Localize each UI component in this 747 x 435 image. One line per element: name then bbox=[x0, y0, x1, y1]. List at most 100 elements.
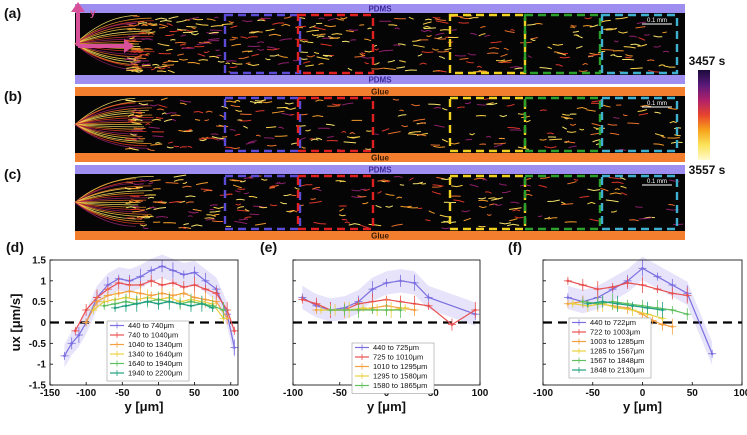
track bbox=[151, 118, 161, 121]
colorbar-gradient bbox=[698, 70, 710, 160]
series-line bbox=[302, 298, 476, 326]
track bbox=[128, 119, 135, 122]
track bbox=[411, 103, 420, 107]
track bbox=[375, 204, 382, 208]
track bbox=[144, 48, 153, 50]
track bbox=[188, 30, 198, 34]
track bbox=[181, 47, 195, 49]
data-point bbox=[160, 264, 164, 268]
track bbox=[499, 183, 507, 186]
track bbox=[501, 190, 512, 194]
track bbox=[152, 201, 161, 204]
track bbox=[620, 185, 627, 189]
track bbox=[663, 65, 676, 68]
track bbox=[568, 145, 577, 149]
track bbox=[126, 181, 134, 184]
track bbox=[163, 118, 173, 123]
track bbox=[158, 104, 168, 108]
track bbox=[669, 120, 677, 124]
region-box-4 bbox=[523, 13, 602, 75]
track bbox=[538, 215, 543, 217]
track bbox=[385, 49, 394, 52]
track bbox=[159, 19, 172, 23]
track bbox=[148, 126, 160, 129]
data-point bbox=[149, 269, 153, 272]
track bbox=[179, 146, 188, 148]
track bbox=[132, 205, 140, 208]
track bbox=[236, 198, 245, 201]
data-point bbox=[193, 283, 196, 287]
panel-letter: (a) bbox=[4, 5, 21, 21]
series-line bbox=[74, 280, 235, 332]
data-point bbox=[566, 279, 570, 283]
data-point bbox=[626, 306, 629, 310]
data-point bbox=[182, 273, 186, 276]
track bbox=[320, 43, 332, 47]
track bbox=[359, 224, 369, 229]
track bbox=[186, 25, 197, 28]
track bbox=[373, 62, 380, 66]
data-point bbox=[149, 279, 153, 283]
track bbox=[269, 185, 276, 188]
track bbox=[197, 53, 206, 57]
track bbox=[409, 177, 414, 181]
track bbox=[188, 215, 193, 217]
track bbox=[204, 217, 215, 219]
track bbox=[397, 114, 407, 117]
track bbox=[157, 108, 165, 111]
track bbox=[138, 102, 149, 106]
track bbox=[137, 20, 145, 24]
y-arrow-head bbox=[71, 2, 85, 12]
data-point bbox=[84, 308, 88, 312]
track bbox=[579, 128, 585, 131]
track bbox=[206, 32, 218, 35]
track bbox=[145, 215, 153, 218]
track bbox=[179, 99, 192, 103]
track bbox=[327, 105, 340, 107]
bottom-boundary-band bbox=[75, 231, 685, 240]
data-point bbox=[656, 287, 659, 291]
track bbox=[135, 217, 144, 220]
track bbox=[418, 122, 426, 125]
track bbox=[242, 20, 253, 23]
x-axis-label: y [μm] bbox=[367, 399, 406, 414]
track bbox=[383, 67, 396, 70]
streak-line bbox=[74, 33, 147, 45]
track bbox=[653, 45, 662, 48]
track bbox=[345, 30, 354, 33]
track bbox=[432, 186, 442, 188]
track bbox=[622, 58, 635, 61]
track bbox=[613, 40, 619, 43]
track bbox=[196, 181, 209, 186]
y-tick-label: 0.5 bbox=[32, 297, 46, 308]
track bbox=[183, 223, 189, 226]
streak-line bbox=[74, 124, 143, 130]
track bbox=[442, 107, 448, 111]
track bbox=[275, 181, 281, 185]
x-axis-label: y [μm] bbox=[623, 399, 662, 414]
track bbox=[312, 188, 322, 192]
track bbox=[644, 34, 650, 36]
track bbox=[133, 114, 141, 118]
track bbox=[567, 181, 577, 185]
x-tick-label: 0 bbox=[156, 388, 162, 399]
data-point bbox=[77, 333, 81, 337]
track bbox=[205, 218, 216, 221]
track bbox=[277, 62, 289, 65]
track bbox=[565, 140, 576, 144]
x-tick-label: 50 bbox=[687, 388, 699, 399]
streak-line bbox=[74, 202, 148, 213]
data-point bbox=[646, 312, 649, 316]
track bbox=[299, 40, 305, 43]
track bbox=[449, 142, 460, 145]
track bbox=[139, 179, 150, 182]
data-point bbox=[149, 294, 153, 297]
chart-1: (d) -150 -100 -50 0 50 100 -1.5 -1 -0.5 0 0.5 1 1.5 y … bbox=[6, 239, 240, 414]
series-line bbox=[63, 265, 235, 357]
track bbox=[232, 184, 242, 189]
image-panel-1: (a) PDMS 0.1 mm PDMS bbox=[4, 4, 685, 85]
track bbox=[436, 70, 448, 73]
track bbox=[136, 215, 149, 218]
track bbox=[141, 22, 152, 27]
